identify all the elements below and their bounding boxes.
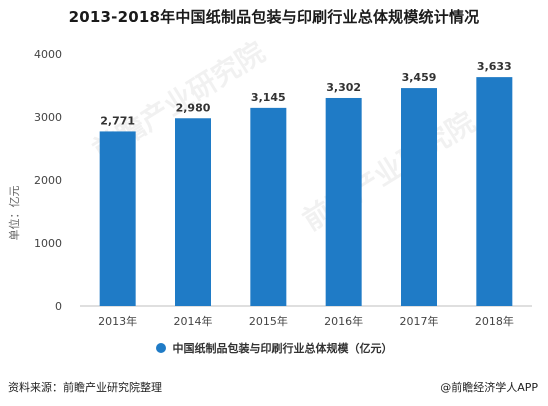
x-tick-label-2014年: 2014年 bbox=[174, 314, 213, 328]
x-axis-ticks: 2013年 2014年 2015年 2016年 2017年 2018年 bbox=[98, 314, 514, 328]
y-tick-label-4000: 4000 bbox=[34, 48, 62, 61]
bar-value-label-2018年: 3,633 bbox=[477, 60, 512, 73]
bar-value-label-2016年: 3,302 bbox=[326, 81, 361, 94]
x-tick-label-2018年: 2018年 bbox=[475, 314, 514, 328]
bar-2017年 bbox=[401, 88, 437, 306]
y-tick-label-2000: 2000 bbox=[34, 174, 62, 187]
chart-title: 2013-2018年中国纸制品包装与印刷行业总体规模统计情况 bbox=[68, 8, 480, 26]
y-axis-ticks: 0 1000 2000 3000 4000 bbox=[34, 48, 62, 313]
bar-2014年 bbox=[175, 118, 211, 306]
bar-value-label-2014年: 2,980 bbox=[176, 101, 211, 114]
y-tick-label-3000: 3000 bbox=[34, 111, 62, 124]
y-tick-label-1000: 1000 bbox=[34, 237, 62, 250]
bar-value-label-2017年: 3,459 bbox=[402, 71, 437, 84]
bar-2015年 bbox=[250, 107, 287, 307]
x-tick-label-2016年: 2016年 bbox=[324, 314, 363, 328]
bars bbox=[99, 77, 513, 307]
legend-label: 中国纸制品包装与印刷行业总体规模（亿元） bbox=[172, 342, 393, 355]
x-tick-label-2013年: 2013年 bbox=[98, 314, 137, 328]
bar-2013年 bbox=[99, 131, 136, 306]
x-tick-label-2015年: 2015年 bbox=[249, 314, 288, 328]
legend: 中国纸制品包装与印刷行业总体规模（亿元） bbox=[0, 340, 548, 356]
bar-value-label-2015年: 3,145 bbox=[251, 91, 286, 104]
source-note: 资料来源：前瞻产业研究院整理 bbox=[8, 381, 162, 394]
brand-credit: @前瞻经济学人APP bbox=[440, 381, 538, 394]
bar-2016年 bbox=[325, 97, 362, 306]
y-tick-label-0: 0 bbox=[55, 300, 62, 313]
x-tick-label-2017年: 2017年 bbox=[400, 314, 439, 328]
y-axis-title: 单位：亿元 bbox=[7, 186, 21, 241]
bar-value-labels: 2,771 2,980 3,145 3,302 3,459 3,633 bbox=[100, 60, 511, 127]
bar-value-label-2013年: 2,771 bbox=[100, 114, 135, 127]
legend-swatch bbox=[155, 343, 166, 353]
bar-2018年 bbox=[476, 77, 513, 306]
